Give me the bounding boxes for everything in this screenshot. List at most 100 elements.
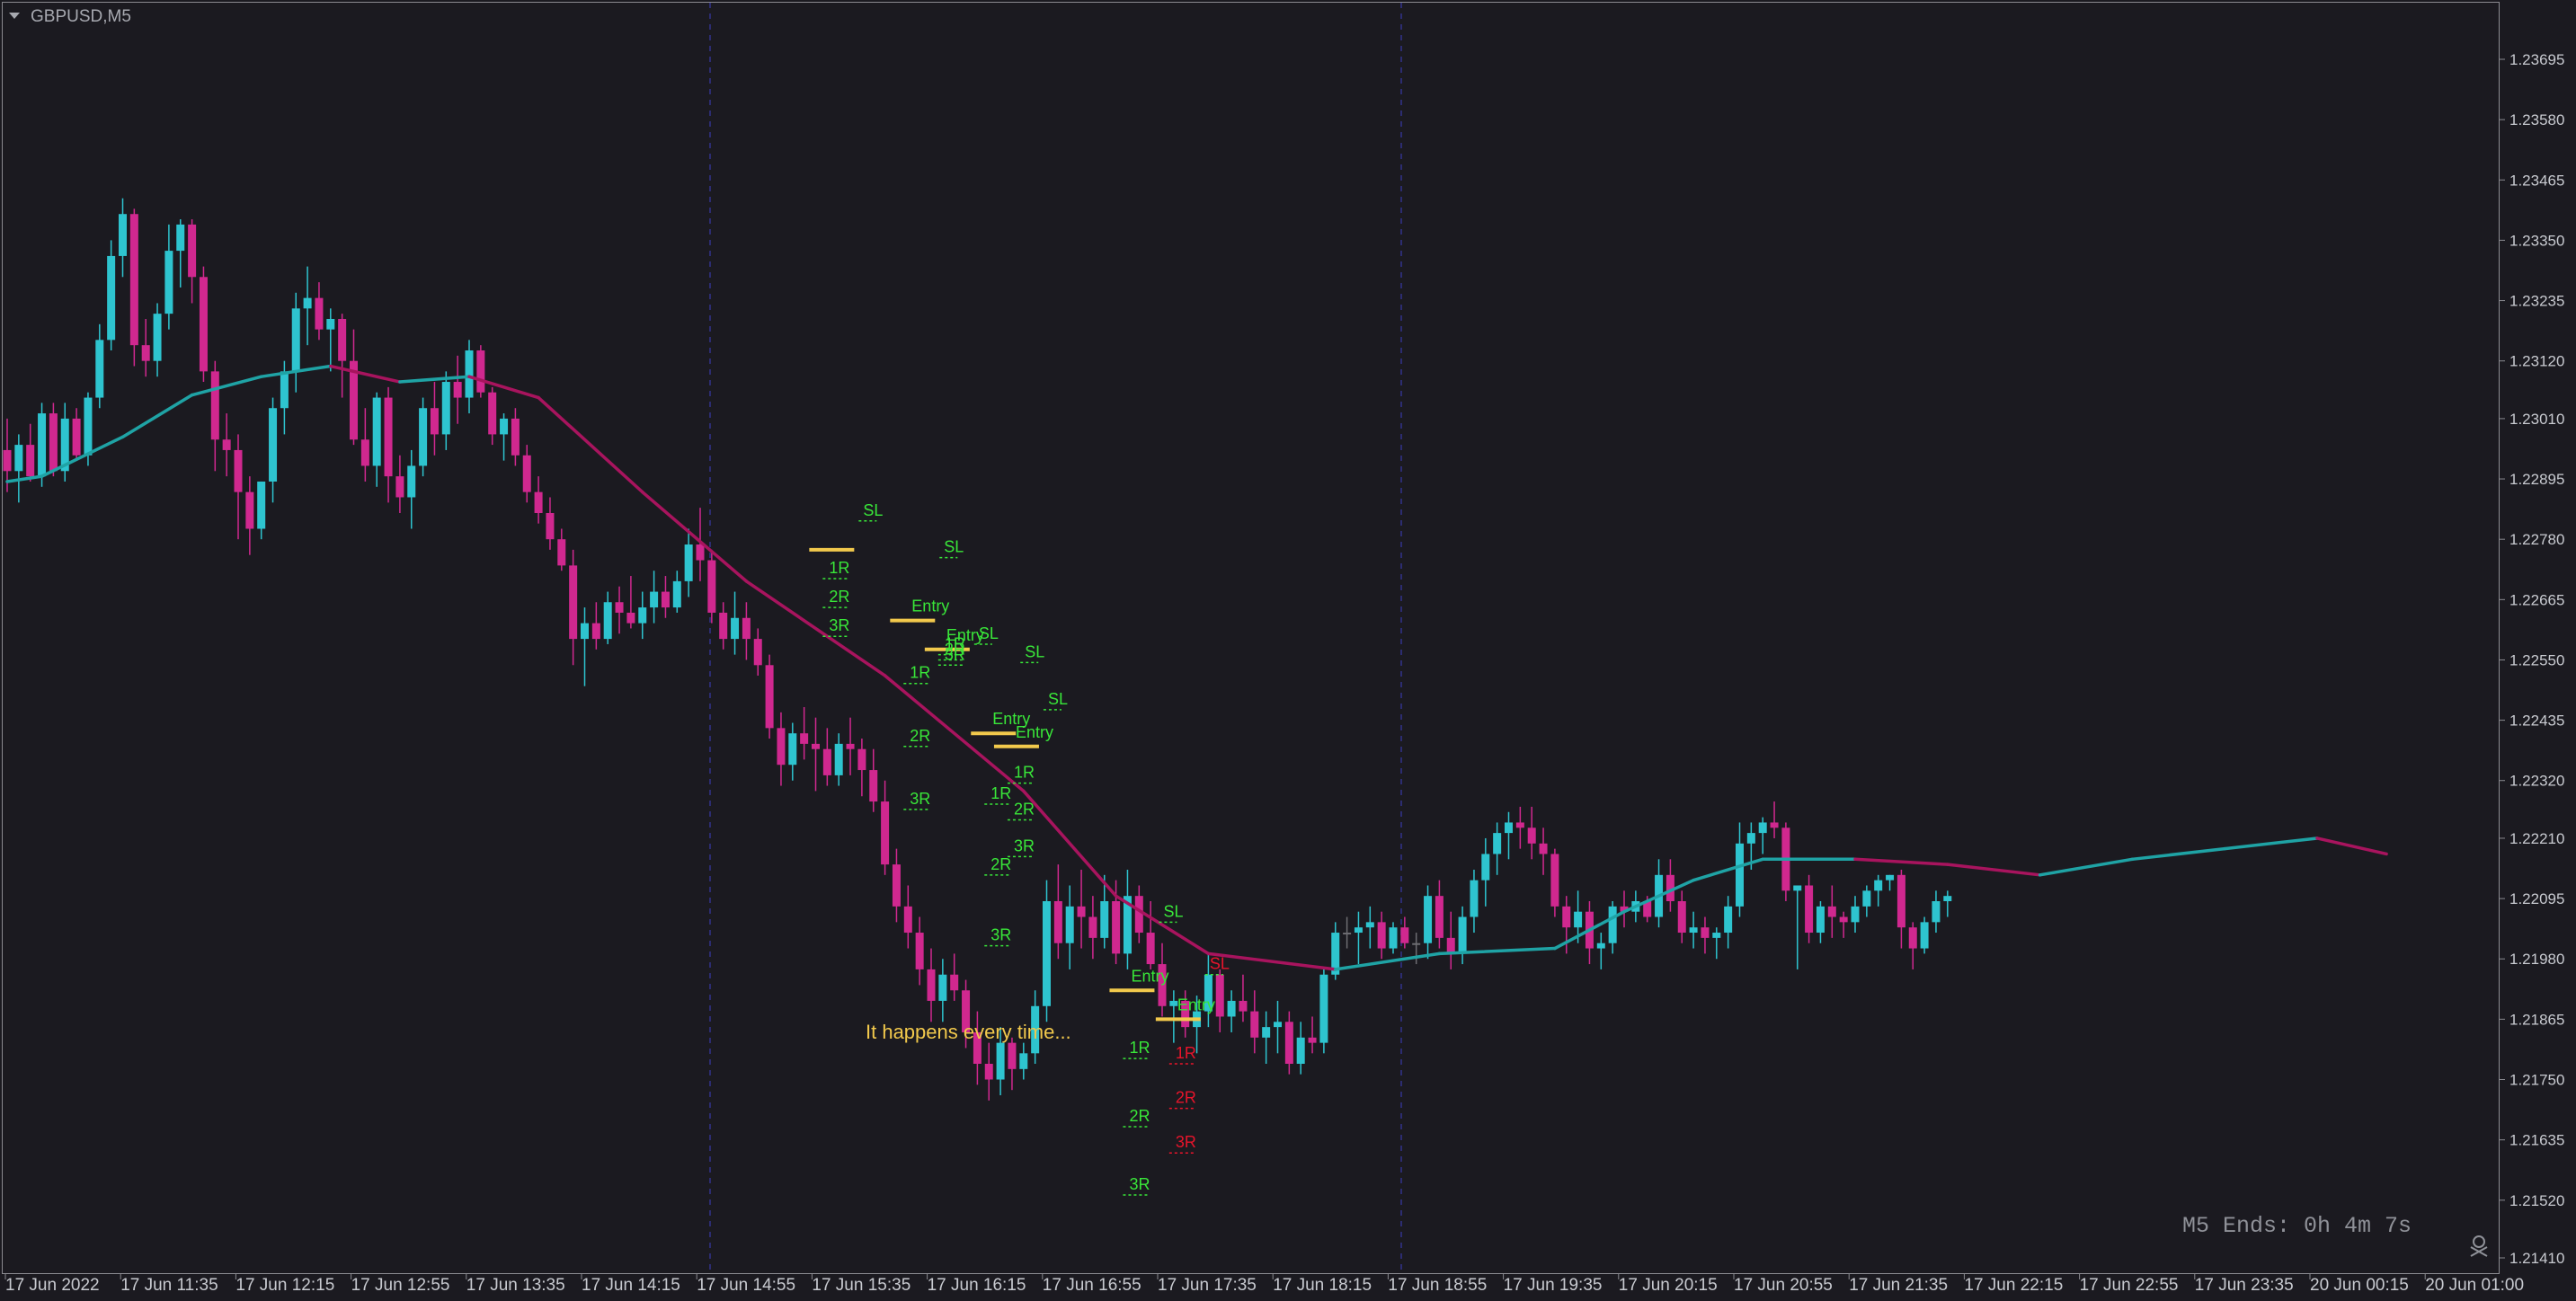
candle-body	[800, 733, 809, 744]
candle-body	[1886, 874, 1895, 881]
trade-setups-layer: SL1R2R3REntrySL1R2R3REntrySL1R2R3REntryS…	[809, 501, 1230, 1196]
candle-body	[1746, 833, 1755, 844]
candle-body	[1827, 906, 1836, 917]
moving-average-layer	[5, 364, 2388, 971]
candle-body	[1689, 927, 1698, 934]
candle-body	[1435, 896, 1443, 938]
candle-body	[591, 623, 600, 640]
candle-body	[719, 612, 728, 640]
candle-body	[1805, 885, 1814, 934]
ma-segment	[398, 375, 471, 384]
x-tick-label: 17 Jun 16:15	[928, 1276, 1026, 1295]
time-axis: 17 Jun 2022 17 Jun 11:35 17 Jun 12:15 17 Ju…	[4, 1273, 2524, 1295]
candle-body	[350, 360, 358, 440]
x-tick-label: 17 Jun 18:15	[1273, 1276, 1372, 1295]
candle-body	[1481, 854, 1490, 881]
candle-body	[1274, 1022, 1282, 1028]
ma-segment	[190, 375, 263, 397]
collapse-triangle-icon[interactable]	[9, 13, 20, 19]
candle-body	[1354, 927, 1363, 934]
target-label: 3R	[990, 926, 1011, 944]
candle-body	[557, 539, 566, 566]
candle-body	[672, 580, 681, 608]
x-tick-label: 17 Jun 2022	[5, 1276, 100, 1295]
candle-body	[696, 544, 705, 561]
candle-body	[903, 906, 912, 934]
candle-body	[581, 623, 589, 640]
candle-body	[38, 413, 47, 477]
candle-body	[372, 397, 381, 466]
candle-body	[1874, 880, 1883, 891]
candle-body	[49, 413, 58, 472]
sl-label: SL	[979, 624, 999, 642]
candle-body	[1701, 927, 1710, 938]
candle-body	[14, 445, 23, 472]
x-tick-label: 17 Jun 20:15	[1619, 1276, 1718, 1295]
ma-segment	[1334, 951, 1442, 971]
candle-body	[1515, 822, 1524, 828]
target-label: 1R	[910, 664, 930, 682]
sl-label: SL	[863, 501, 883, 519]
ma-segment	[259, 364, 333, 378]
candle-body	[1158, 964, 1167, 1006]
ma-segment	[641, 490, 749, 583]
ma-segment	[329, 364, 402, 384]
candle-body	[291, 308, 300, 372]
candle-body	[1620, 906, 1629, 912]
x-tick-label: 17 Jun 14:15	[582, 1276, 680, 1295]
y-tick-label: 1.23465	[2509, 172, 2564, 189]
target-label: 2R	[1176, 1089, 1196, 1107]
y-tick-label: 1.22095	[2509, 890, 2564, 907]
y-tick-label: 1.21865	[2509, 1011, 2564, 1028]
candle-body	[1724, 906, 1733, 934]
candle-body	[788, 733, 797, 766]
candle-body	[1851, 906, 1860, 923]
candle-body	[1470, 880, 1479, 917]
candle-body	[60, 418, 69, 472]
skull-icon	[2470, 1235, 2488, 1257]
candle-body	[1400, 927, 1409, 943]
candle-body	[1019, 1053, 1028, 1069]
entry-label: Entry	[1016, 723, 1053, 741]
entry-label: Entry	[1131, 967, 1168, 985]
candle-body	[1181, 1000, 1190, 1028]
y-tick-label: 1.23010	[2509, 411, 2564, 428]
candle-body	[199, 277, 208, 372]
candle-body	[1758, 822, 1767, 834]
target-label: 1R	[945, 635, 965, 653]
candle-body	[269, 408, 278, 482]
candle-body	[176, 224, 185, 252]
candle-timer: M5 Ends: 0h 4m 7s	[2182, 1213, 2412, 1239]
candle-body	[1284, 1022, 1293, 1064]
candle-body	[72, 418, 81, 456]
ma-segment	[40, 435, 125, 478]
ma-segment	[2315, 836, 2388, 856]
candle-body	[927, 969, 936, 1001]
candle-body	[857, 748, 866, 771]
target-label: 1R	[829, 559, 849, 577]
candle-body	[1896, 874, 1905, 928]
candle-body	[1262, 1027, 1271, 1038]
target-label: 1R	[990, 784, 1011, 802]
candle-body	[938, 974, 947, 1001]
candle-body	[1424, 896, 1433, 943]
x-tick-label: 17 Jun 22:15	[1964, 1276, 2063, 1295]
ma-segment	[1622, 878, 1695, 914]
candle-body	[3, 449, 12, 472]
y-tick-label: 1.21520	[2509, 1192, 2564, 1209]
candle-body	[522, 455, 531, 492]
y-tick-label: 1.22780	[2509, 531, 2564, 548]
sl-label: SL	[1048, 690, 1068, 708]
x-tick-label: 17 Jun 12:15	[235, 1276, 334, 1295]
candle-body	[384, 397, 393, 477]
y-tick-label: 1.23235	[2509, 293, 2564, 310]
x-tick-label: 20 Jun 00:15	[2310, 1276, 2409, 1295]
ma-segment	[1022, 789, 1118, 898]
sl-label: SL	[1210, 955, 1230, 973]
candle-body	[326, 318, 335, 330]
candle-body	[1123, 896, 1132, 954]
entry-label: Entry	[992, 710, 1030, 728]
x-tick-label: 17 Jun 16:55	[1043, 1276, 1141, 1295]
x-tick-label: 17 Jun 17:35	[1158, 1276, 1257, 1295]
